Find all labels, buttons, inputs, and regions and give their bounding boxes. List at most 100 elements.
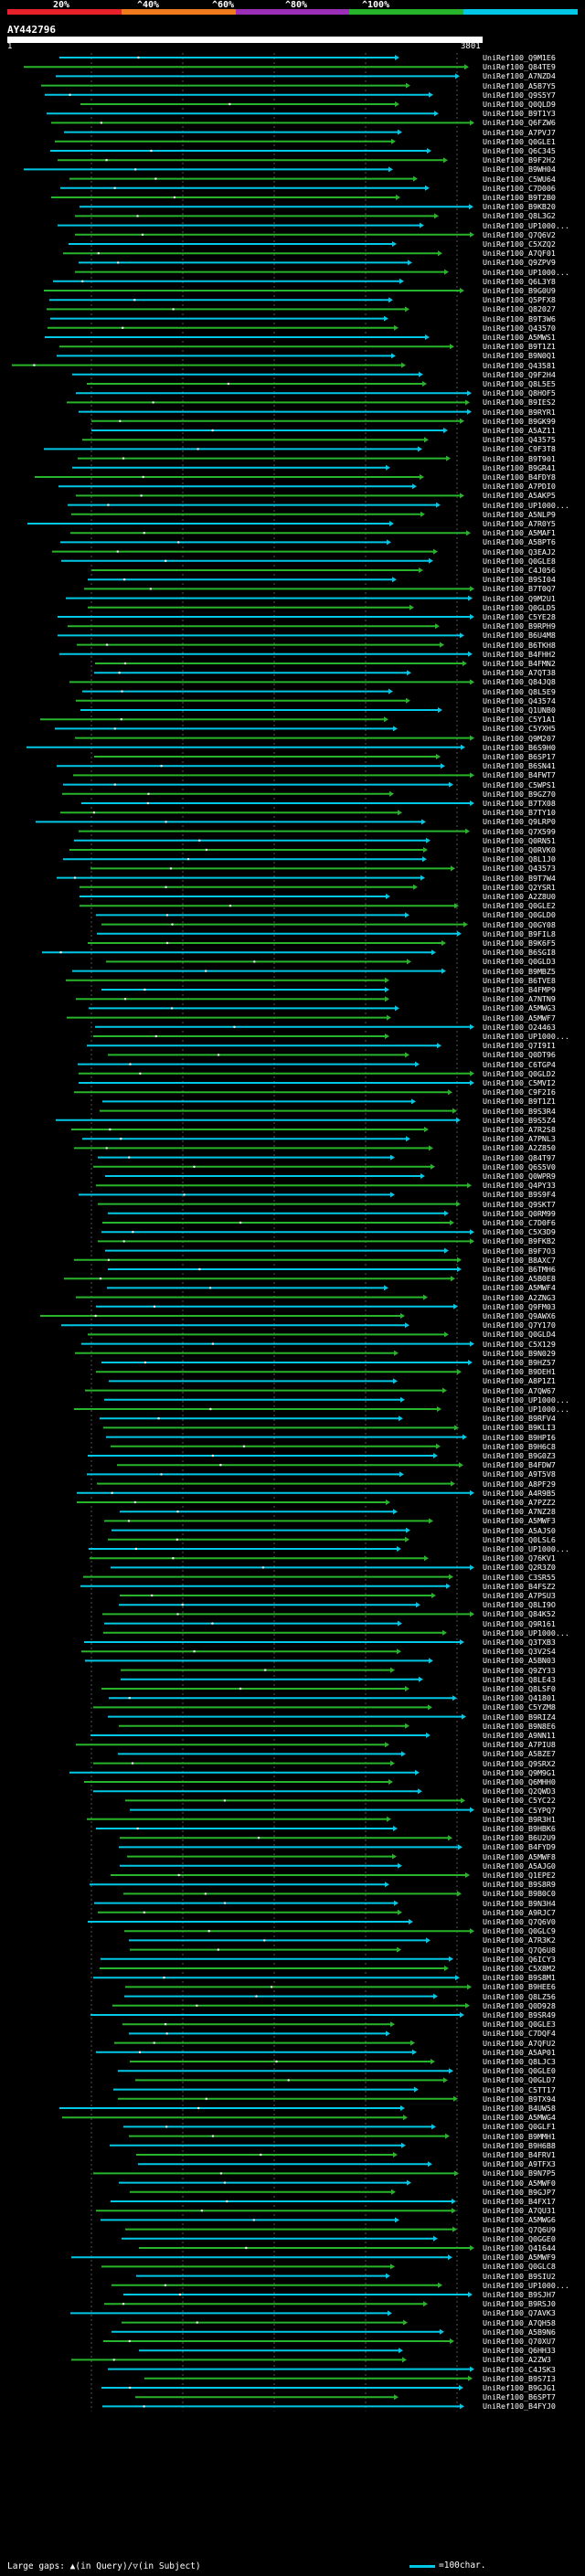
- hit-label[interactable]: UniRef100_B4FYJ0: [483, 2401, 556, 2412]
- hit-label[interactable]: UniRef100_UP1000...: [483, 2280, 569, 2290]
- hit-label[interactable]: UniRef100_B9T1Z1: [483, 342, 556, 352]
- hit-label[interactable]: UniRef100_Q0GLD4: [483, 1330, 556, 1340]
- hit-label[interactable]: UniRef100_Q70XU7: [483, 2337, 556, 2346]
- hit-label[interactable]: UniRef100_B4FMP9: [483, 985, 556, 994]
- hit-label[interactable]: UniRef100_Q3V2S4: [483, 1647, 556, 1657]
- hit-label[interactable]: UniRef100_B9MMH1: [483, 2131, 556, 2141]
- hit-label[interactable]: UniRef100_Q1EPE2: [483, 1871, 556, 1880]
- hit-label[interactable]: UniRef100_A5MWF8: [483, 1851, 556, 1861]
- hit-label[interactable]: UniRef100_B9SI04: [483, 575, 556, 585]
- hit-label[interactable]: UniRef100_UP1000...: [483, 267, 569, 277]
- hit-label[interactable]: UniRef100_A7QF01: [483, 249, 556, 259]
- hit-label[interactable]: UniRef100_B9H6B8: [483, 2140, 556, 2150]
- hit-label[interactable]: UniRef100_Q7I9I1: [483, 1041, 556, 1051]
- hit-label[interactable]: UniRef100_B9KB20: [483, 202, 556, 212]
- hit-label[interactable]: UniRef100_A9NN11: [483, 1731, 556, 1740]
- hit-label[interactable]: UniRef100_B9SR49: [483, 2010, 556, 2019]
- hit-label[interactable]: UniRef100_A7PZZ2: [483, 1498, 556, 1507]
- hit-label[interactable]: UniRef100_UP1000...: [483, 1394, 569, 1405]
- hit-label[interactable]: UniRef100_B9T3W6: [483, 313, 556, 323]
- hit-label[interactable]: UniRef100_A2Z8U0: [483, 892, 556, 901]
- hit-label[interactable]: UniRef100_B9HEE6: [483, 1982, 556, 1992]
- hit-label[interactable]: UniRef100_C5WPS1: [483, 779, 556, 790]
- hit-label[interactable]: UniRef100_B9H6C8: [483, 1441, 556, 1451]
- hit-label[interactable]: UniRef100_Q9ZPV9: [483, 258, 556, 268]
- hit-label[interactable]: UniRef100_B9TX94: [483, 2094, 556, 2104]
- hit-label[interactable]: UniRef100_B6SP17: [483, 752, 556, 761]
- hit-label[interactable]: UniRef100_A7PDI0: [483, 482, 556, 492]
- hit-label[interactable]: UniRef100_Q6C345: [483, 146, 556, 155]
- hit-label[interactable]: UniRef100_C9F3T8: [483, 444, 556, 454]
- hit-label[interactable]: UniRef100_Q0RM99: [483, 1208, 556, 1218]
- hit-label[interactable]: UniRef100_Q9F2H4: [483, 369, 556, 379]
- hit-label[interactable]: UniRef100_A9TFX3: [483, 2159, 556, 2169]
- hit-label[interactable]: UniRef100_C5X3D9: [483, 1227, 556, 1237]
- hit-label[interactable]: UniRef100_B9GZ70: [483, 789, 556, 799]
- hit-label[interactable]: UniRef100_A7QU31: [483, 2206, 556, 2216]
- hit-label[interactable]: UniRef100_B9DEH1: [483, 1367, 556, 1377]
- hit-label[interactable]: UniRef100_B7T0Q7: [483, 584, 556, 594]
- hit-label[interactable]: UniRef100_A7QT38: [483, 668, 556, 678]
- hit-label[interactable]: UniRef100_A5BN03: [483, 1656, 556, 1666]
- hit-label[interactable]: UniRef100_A5AJS0: [483, 1525, 556, 1535]
- hit-label[interactable]: UniRef100_B4UW58: [483, 2104, 556, 2113]
- hit-label[interactable]: UniRef100_B9S7I3: [483, 2373, 556, 2383]
- hit-label[interactable]: UniRef100_Q84TE9: [483, 62, 556, 72]
- hit-label[interactable]: UniRef100_Q0GY08: [483, 919, 556, 929]
- hit-label[interactable]: UniRef100_Q0LSL6: [483, 1534, 556, 1544]
- hit-label[interactable]: UniRef100_A9T5V8: [483, 1469, 556, 1479]
- hit-label[interactable]: UniRef100_B7TY10: [483, 808, 556, 818]
- hit-label[interactable]: UniRef100_A5MWF3: [483, 1516, 556, 1526]
- hit-label[interactable]: UniRef100_A5B9N6: [483, 2327, 556, 2337]
- hit-label[interactable]: UniRef100_A7R3K2: [483, 1935, 556, 1945]
- hit-label[interactable]: UniRef100_A7PSU3: [483, 1591, 556, 1600]
- hit-label[interactable]: UniRef100_A7QW67: [483, 1385, 556, 1395]
- hit-label[interactable]: UniRef100_A5MWF4: [483, 1283, 556, 1293]
- hit-label[interactable]: UniRef100_Q0GLD2: [483, 1068, 556, 1078]
- hit-label[interactable]: UniRef100_B4FDY8: [483, 472, 556, 482]
- hit-label[interactable]: UniRef100_C7D006: [483, 183, 556, 193]
- hit-label[interactable]: UniRef100_A5MWG6: [483, 2215, 556, 2225]
- hit-label[interactable]: UniRef100_A5MWS1: [483, 333, 556, 342]
- hit-label[interactable]: UniRef100_Q9S5Y7: [483, 90, 556, 100]
- hit-label[interactable]: UniRef100_Q0GLF1: [483, 2122, 556, 2132]
- hit-label[interactable]: UniRef100_B9FIL8: [483, 928, 556, 938]
- hit-label[interactable]: UniRef100_B9N7P5: [483, 2168, 556, 2178]
- hit-label[interactable]: UniRef100_B9G0Z3: [483, 1451, 556, 1460]
- hit-label[interactable]: UniRef100_Q43573: [483, 864, 556, 874]
- hit-label[interactable]: UniRef100_B9GR41: [483, 462, 556, 472]
- hit-label[interactable]: UniRef100_Q0GLE1: [483, 136, 556, 146]
- hit-label[interactable]: UniRef100_Q8L5E5: [483, 379, 556, 388]
- hit-label[interactable]: UniRef100_B9GJG1: [483, 2383, 556, 2392]
- hit-label[interactable]: UniRef100_B9T1Y3: [483, 109, 556, 119]
- hit-label[interactable]: UniRef100_Q0GLE2: [483, 901, 556, 911]
- hit-label[interactable]: UniRef100_Q9SRX2: [483, 1758, 556, 1768]
- hit-label[interactable]: UniRef100_C5YZM8: [483, 1702, 556, 1712]
- hit-label[interactable]: UniRef100_Q0GLD7: [483, 2075, 556, 2085]
- hit-label[interactable]: UniRef100_B9SIU2: [483, 2271, 556, 2281]
- hit-label[interactable]: UniRef100_B9HZ57: [483, 1358, 556, 1367]
- hit-label[interactable]: UniRef100_Q7Q6U9: [483, 2224, 556, 2234]
- hit-label[interactable]: UniRef100_B9FKB2: [483, 1236, 556, 1246]
- hit-label[interactable]: UniRef100_Q84K52: [483, 1609, 556, 1619]
- hit-label[interactable]: UniRef100_B4FMN2: [483, 659, 556, 668]
- hit-label[interactable]: UniRef100_B7TX08: [483, 799, 556, 808]
- hit-label[interactable]: UniRef100_A5NLP9: [483, 509, 556, 519]
- hit-label[interactable]: UniRef100_Q43570: [483, 323, 556, 333]
- hit-label[interactable]: UniRef100_Q43575: [483, 435, 556, 445]
- hit-label[interactable]: UniRef100_A5MWF0: [483, 2178, 556, 2188]
- hit-label[interactable]: UniRef100_Q9M207: [483, 733, 556, 743]
- hit-label[interactable]: UniRef100_B9RPH9: [483, 621, 556, 631]
- hit-label[interactable]: UniRef100_Q84JQ8: [483, 677, 556, 687]
- hit-label[interactable]: UniRef100_B9HBK6: [483, 1824, 556, 1833]
- hit-label[interactable]: UniRef100_Q8LJC3: [483, 2057, 556, 2066]
- hit-label[interactable]: UniRef100_C9F2I6: [483, 1087, 556, 1097]
- hit-label[interactable]: UniRef100_Q43581: [483, 360, 556, 370]
- hit-label[interactable]: UniRef100_B6SN41: [483, 761, 556, 771]
- hit-label[interactable]: UniRef100_B8AXC7: [483, 1255, 556, 1265]
- hit-label[interactable]: UniRef100_A7PIU8: [483, 1740, 556, 1750]
- hit-label[interactable]: UniRef100_Q76KV1: [483, 1553, 556, 1564]
- hit-label[interactable]: UniRef100_B9GK99: [483, 416, 556, 426]
- hit-label[interactable]: UniRef100_Q0D928: [483, 2000, 556, 2010]
- hit-label[interactable]: UniRef100_Q9FM03: [483, 1301, 556, 1311]
